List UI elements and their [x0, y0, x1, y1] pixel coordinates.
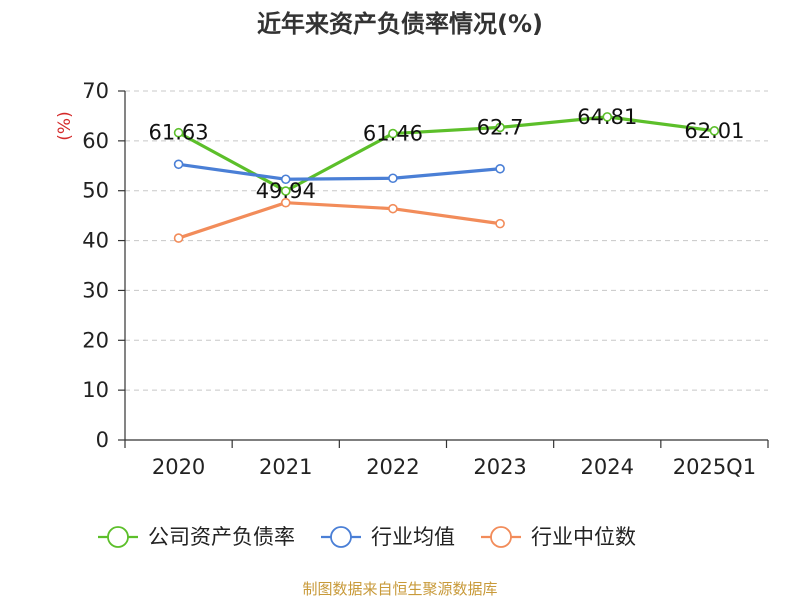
y-tick-label: 50 [82, 179, 109, 203]
data-label: 64.81 [577, 105, 637, 129]
data-labels: 61.63 49.94 61.46 62.7 64.81 62.01 [149, 105, 745, 203]
legend-marker-1 [330, 526, 352, 548]
legend-label: 公司资产负债率 [148, 525, 295, 549]
data-point [495, 218, 505, 229]
series-lines [173, 112, 720, 243]
data-label: 61.46 [363, 122, 423, 146]
series-line-1 [176, 162, 502, 181]
legend-item: 行业中位数 [481, 525, 636, 549]
legend-marker-0 [107, 526, 129, 548]
x-tick-label: 2025Q1 [673, 455, 756, 479]
legend-item: 行业均值 [321, 525, 455, 549]
data-point [280, 174, 291, 185]
series-line-0 [176, 115, 717, 193]
axes: 0 10 20 30 40 50 60 70 2020 2021 2022 2023 2024 2025Q… [82, 79, 769, 479]
legend-marker-2 [490, 526, 512, 548]
data-point [709, 126, 720, 136]
data-point [173, 127, 184, 138]
data-label: 61.63 [149, 121, 209, 145]
y-tick-label: 40 [82, 229, 109, 253]
x-tick-label: 2022 [366, 455, 419, 479]
x-tick-label: 2023 [473, 455, 526, 479]
y-tick-label: 60 [82, 129, 109, 153]
data-point [602, 112, 613, 122]
data-point [173, 159, 184, 170]
data-label: 62.7 [477, 115, 524, 139]
data-point [388, 203, 398, 214]
series-line-2 [176, 201, 502, 240]
data-point [388, 128, 398, 139]
y-tick-label: 10 [82, 378, 109, 402]
data-point [495, 163, 505, 174]
legend: 公司资产负债率 行业均值 行业中位数 [98, 525, 636, 549]
legend-label: 行业均值 [371, 525, 455, 549]
data-label: 49.94 [256, 179, 316, 203]
x-tick-label: 2021 [259, 455, 312, 479]
y-tick-label: 30 [82, 278, 109, 302]
data-point [280, 186, 291, 196]
legend-label: 行业中位数 [531, 525, 636, 549]
chart-title: 近年来资产负债率情况(%) [257, 10, 543, 38]
data-point [173, 233, 184, 243]
x-tick-label: 2020 [152, 455, 205, 479]
legend-item: 公司资产负债率 [98, 525, 295, 549]
y-tick-label: 20 [82, 328, 109, 352]
grid-lines [125, 90, 768, 391]
y-axis-unit-label: (%) [55, 111, 75, 140]
x-tick-label: 2024 [581, 455, 634, 479]
source-note: 制图数据来自恒生聚源数据库 [302, 580, 497, 598]
y-tick-label: 0 [96, 428, 109, 452]
y-tick-label: 70 [82, 79, 109, 103]
data-point [280, 197, 291, 208]
data-point [388, 173, 398, 184]
data-point [495, 122, 505, 133]
data-label: 62.01 [684, 119, 744, 143]
